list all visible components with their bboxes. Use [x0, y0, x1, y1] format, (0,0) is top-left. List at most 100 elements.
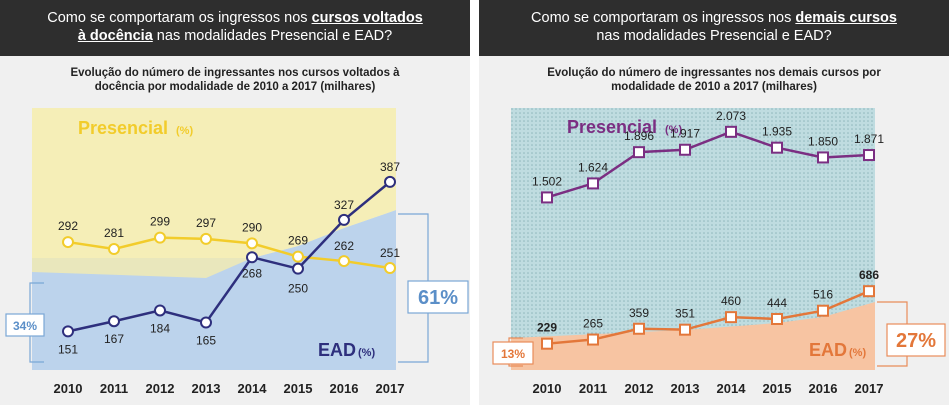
- x-tick-label: 2017: [855, 381, 884, 396]
- ead-share-area: [511, 302, 875, 370]
- ead-value-label: 165: [196, 334, 216, 348]
- ead-point: [817, 304, 829, 317]
- x-tick-label: 2016: [809, 381, 838, 396]
- ead-value-label: 387: [380, 160, 400, 174]
- subtitle-line-2: docência por modalidade de 2010 a 2017 (…: [94, 81, 376, 93]
- panel-demais: Como se comportaram os ingressos nos dem…: [479, 0, 949, 405]
- ead-value-label: 268: [242, 266, 262, 280]
- presencial-point: [154, 231, 166, 244]
- x-tick-label: 2014: [238, 381, 268, 396]
- presencial-point: [292, 250, 304, 263]
- legend-presencial-unit: (%): [176, 125, 193, 137]
- ead-value-label: 460: [721, 294, 741, 308]
- share-box-end: [407, 280, 469, 314]
- presencial-value-label: 299: [150, 215, 170, 229]
- ead-point: [587, 333, 599, 346]
- presencial-value-label: 290: [242, 220, 262, 234]
- presencial-share-area: [32, 108, 396, 278]
- presencial-point: [246, 237, 258, 250]
- ead-point: [200, 316, 212, 329]
- header-highlight: demais cursos: [795, 10, 897, 26]
- legend-presencial-unit: (%): [665, 124, 682, 136]
- ead-value-label: 151: [58, 342, 78, 356]
- presencial-point: [863, 149, 875, 162]
- presencial-value-label: 297: [196, 216, 216, 230]
- ead-value-label: 265: [583, 317, 603, 331]
- presencial-value-label: 1.935: [762, 125, 792, 139]
- presencial-value-label: 251: [380, 246, 400, 260]
- ead-point: [154, 304, 166, 317]
- ead-point: [541, 337, 553, 350]
- share-start-label: 34%: [13, 319, 37, 333]
- ead-point: [108, 315, 120, 328]
- presencial-point: [541, 191, 553, 204]
- chart-subtitle-docencia: Evolução do número de ingressantes nos c…: [0, 66, 470, 94]
- panel-header-demais: Como se comportaram os ingressos nos dem…: [479, 0, 949, 56]
- x-tick-label: 2013: [192, 381, 221, 396]
- ead-value-label: 444: [767, 296, 787, 310]
- ead-point: [863, 285, 875, 298]
- ead-value-label: 327: [334, 198, 354, 212]
- ead-point: [292, 262, 304, 275]
- ead-point: [338, 213, 350, 226]
- x-tick-label: 2016: [330, 381, 359, 396]
- x-tick-label: 2010: [54, 381, 83, 396]
- presencial-point: [633, 146, 645, 159]
- ead-point: [384, 175, 396, 188]
- presencial-value-label: 292: [58, 219, 78, 233]
- legend-presencial: Presencial: [567, 117, 657, 137]
- x-tick-label: 2012: [146, 381, 175, 396]
- presencial-line: [67, 236, 391, 270]
- presencial-value-label: 1.871: [854, 132, 884, 146]
- presencial-point: [384, 262, 396, 275]
- subtitle-line-2: modalidade de 2010 a 2017 (milhares): [611, 81, 817, 93]
- presencial-point: [338, 255, 350, 268]
- presencial-value-label: 1.624: [578, 160, 608, 174]
- legend-ead: EAD: [809, 340, 847, 360]
- header-text: Como se comportaram os ingressos nos: [531, 10, 796, 26]
- header-highlight: cursos voltados: [311, 10, 423, 26]
- presencial-value-label: 262: [334, 239, 354, 253]
- header-text-2: nas modalidades Presencial e EAD?: [596, 28, 832, 44]
- legend-ead: EAD: [318, 340, 356, 360]
- x-tick-label: 2011: [579, 381, 607, 396]
- legend-presencial: Presencial: [78, 118, 168, 138]
- subtitle-line-1: Evolução do número de ingressantes nos c…: [70, 67, 400, 79]
- share-box-end: [886, 323, 946, 357]
- legend-ead-unit: (%): [358, 347, 375, 359]
- presencial-line: [546, 130, 870, 199]
- presencial-point: [108, 243, 120, 256]
- ead-line: [546, 290, 870, 345]
- ead-value-label: 250: [288, 282, 308, 296]
- header-line-1: Como se comportaram os ingressos nos dem…: [479, 9, 949, 27]
- x-tick-label: 2015: [763, 381, 792, 396]
- chart-subtitle-demais: Evolução do número de ingressantes nos d…: [479, 66, 949, 94]
- ead-value-label: 686: [859, 268, 879, 282]
- x-tick-label: 2017: [376, 381, 405, 396]
- panel-docencia: Como se comportaram os ingressos nos cur…: [0, 0, 470, 405]
- x-tick-label: 2010: [533, 381, 562, 396]
- x-tick-label: 2014: [717, 381, 747, 396]
- presencial-value-label: 269: [288, 234, 308, 248]
- header-line-2: nas modalidades Presencial e EAD?: [479, 27, 949, 45]
- subtitle-line-1: Evolução do número de ingressantes nos d…: [547, 67, 881, 79]
- header-line-2: à docência nas modalidades Presencial e …: [0, 27, 470, 45]
- ead-value-label: 167: [104, 332, 124, 346]
- share-box-start: [5, 313, 45, 337]
- presencial-point: [725, 125, 737, 138]
- header-text-2: nas modalidades Presencial e EAD?: [152, 28, 393, 44]
- ead-point: [62, 325, 74, 338]
- presencial-value-label: 1.896: [624, 129, 654, 143]
- x-tick-label: 2012: [625, 381, 654, 396]
- presencial-value-label: 1.850: [808, 134, 838, 148]
- ead-line: [67, 180, 391, 333]
- presencial-point: [771, 141, 783, 154]
- x-tick-label: 2013: [671, 381, 700, 396]
- header-highlight-2: à docência: [77, 28, 153, 44]
- panel-header-docencia: Como se comportaram os ingressos nos cur…: [0, 0, 470, 56]
- x-tick-label: 2015: [284, 381, 313, 396]
- header-line-1: Como se comportaram os ingressos nos cur…: [0, 9, 470, 27]
- presencial-value-label: 1.502: [532, 174, 562, 188]
- ead-point: [633, 322, 645, 335]
